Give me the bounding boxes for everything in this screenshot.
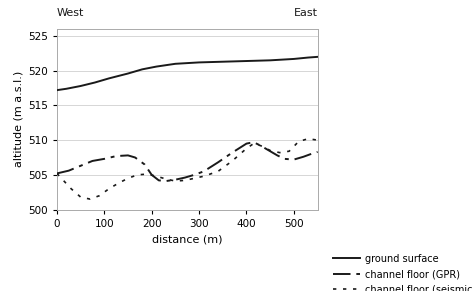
Y-axis label: altitude (m a.s.l.): altitude (m a.s.l.) <box>14 71 24 167</box>
Text: East: East <box>293 8 318 18</box>
Legend: ground surface, channel floor (GPR), channel floor (seismic refraction): ground surface, channel floor (GPR), cha… <box>333 254 474 291</box>
X-axis label: distance (m): distance (m) <box>152 234 222 244</box>
Text: West: West <box>57 8 84 18</box>
